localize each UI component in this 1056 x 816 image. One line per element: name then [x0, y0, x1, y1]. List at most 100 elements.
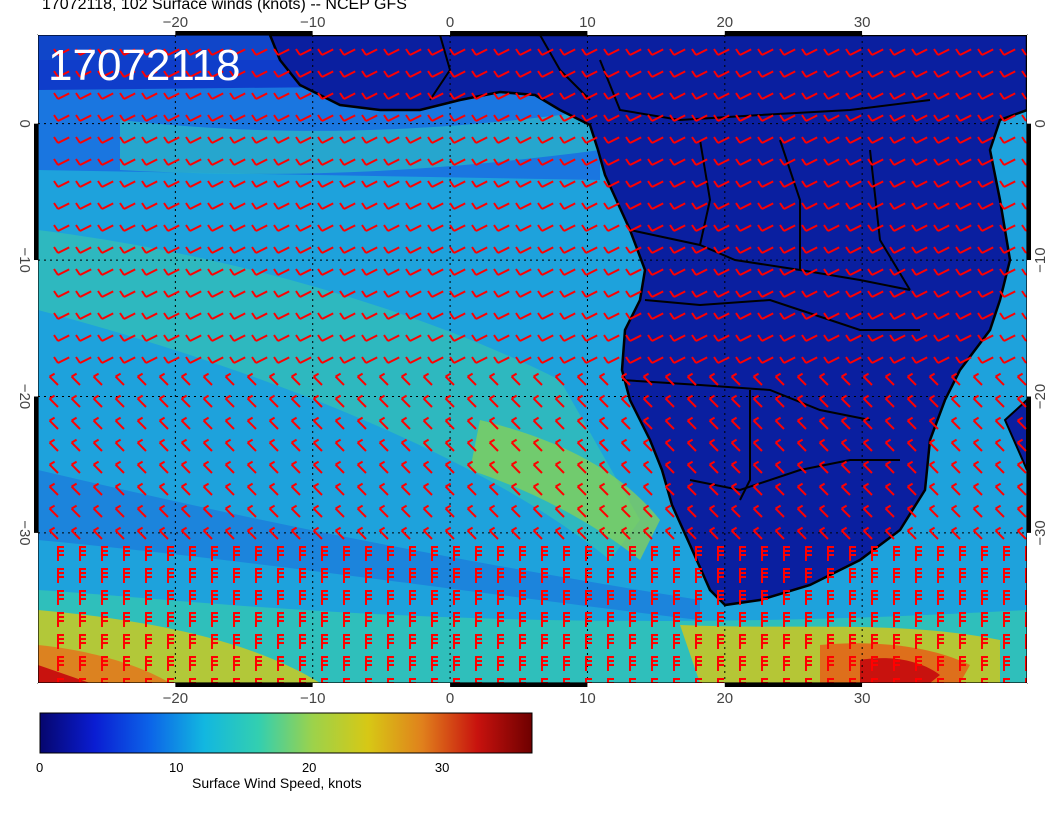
wind-barb: [246, 438, 257, 452]
wind-barb: [735, 224, 752, 232]
wind-barb: [884, 526, 895, 540]
wind-barb: [959, 568, 966, 583]
wind-barb: [647, 202, 664, 210]
wind-barb: [158, 416, 169, 430]
wind-barb: [559, 180, 576, 188]
wind-barb: [453, 612, 460, 627]
wind-barb: [334, 460, 345, 474]
wind-barb: [752, 394, 763, 408]
wind-barb: [163, 246, 180, 254]
wind-barb: [268, 460, 279, 474]
wind-barb: [75, 312, 92, 320]
wind-barb: [823, 224, 840, 232]
wind-barb: [708, 394, 719, 408]
wind-barb: [383, 356, 400, 364]
axis-bar-segment: [1027, 123, 1031, 261]
wind-barb: [163, 70, 180, 78]
wind-barb: [202, 526, 213, 540]
wind-barb: [1003, 612, 1010, 627]
wind-barb: [739, 546, 746, 561]
wind-barb: [620, 504, 631, 518]
wind-barb: [603, 334, 620, 342]
wind-barb: [114, 416, 125, 430]
wind-barbs: [48, 48, 1027, 683]
wind-barb: [915, 568, 922, 583]
wind-barb: [906, 460, 917, 474]
wind-barb: [906, 526, 917, 540]
wind-barb: [246, 504, 257, 518]
wind-barb: [422, 394, 433, 408]
wind-barb: [933, 334, 950, 342]
wind-barb: [911, 202, 928, 210]
wind-barb: [730, 394, 741, 408]
date-stamp: 17072118: [48, 41, 241, 90]
wind-barb: [1003, 634, 1010, 649]
lat-tick-label: −30: [1032, 520, 1049, 545]
wind-barb: [928, 438, 939, 452]
wind-barb: [471, 92, 488, 100]
wind-barb: [97, 246, 114, 254]
wind-barb: [339, 334, 356, 342]
wind-barb: [937, 612, 944, 627]
wind-barb: [774, 438, 785, 452]
wind-barb: [229, 246, 246, 254]
wind-barb: [625, 92, 642, 100]
wind-barb: [444, 438, 455, 452]
wind-barb: [268, 394, 279, 408]
wind-barb: [383, 136, 400, 144]
wind-barb: [317, 224, 334, 232]
wind-barb: [999, 312, 1016, 320]
wind-barb: [114, 482, 125, 496]
wind-barb: [735, 312, 752, 320]
wind-barb: [849, 612, 856, 627]
wind-barb: [647, 48, 664, 56]
wind-barb: [563, 546, 570, 561]
wind-barb: [255, 568, 262, 583]
wind-barb: [295, 180, 312, 188]
lon-tick-label: −10: [300, 14, 325, 31]
wind-barb: [185, 48, 202, 56]
wind-barb: [189, 634, 196, 649]
wind-barb: [576, 526, 587, 540]
wind-barb: [867, 158, 884, 166]
wind-barb: [651, 656, 658, 671]
wind-barb: [585, 568, 592, 583]
wind-barb: [541, 634, 548, 649]
wind-barb: [119, 202, 136, 210]
wind-barb: [53, 48, 70, 56]
wind-barb: [53, 334, 70, 342]
wind-barb: [999, 290, 1016, 298]
wind-barb: [356, 504, 367, 518]
wind-barb: [827, 612, 834, 627]
wind-barb: [207, 114, 224, 122]
axis-bar-segment: [724, 31, 863, 35]
wind-barb: [739, 612, 746, 627]
wind-barb: [251, 202, 268, 210]
wind-barb: [70, 482, 81, 496]
wind-barb: [647, 246, 664, 254]
wind-barb: [233, 634, 240, 649]
wind-barb: [1003, 678, 1010, 683]
wind-barb: [488, 460, 499, 474]
wind-barb: [255, 612, 262, 627]
wind-barb: [339, 290, 356, 298]
wind-barb: [167, 678, 174, 683]
wind-barb: [224, 504, 235, 518]
wind-barb: [950, 460, 961, 474]
wind-barb: [933, 70, 950, 78]
wind-barb: [779, 48, 796, 56]
wind-barb: [141, 268, 158, 276]
wind-barb: [669, 224, 686, 232]
wind-barb: [229, 290, 246, 298]
wind-barb: [317, 158, 334, 166]
wind-barb: [779, 334, 796, 342]
wind-barb: [497, 590, 504, 605]
wind-barb: [713, 202, 730, 210]
wind-barb: [779, 180, 796, 188]
wind-barb: [422, 482, 433, 496]
wind-barb: [691, 48, 708, 56]
wind-barb: [801, 312, 818, 320]
wind-barb: [268, 504, 279, 518]
wind-barb: [48, 482, 59, 496]
wind-barb: [893, 546, 900, 561]
